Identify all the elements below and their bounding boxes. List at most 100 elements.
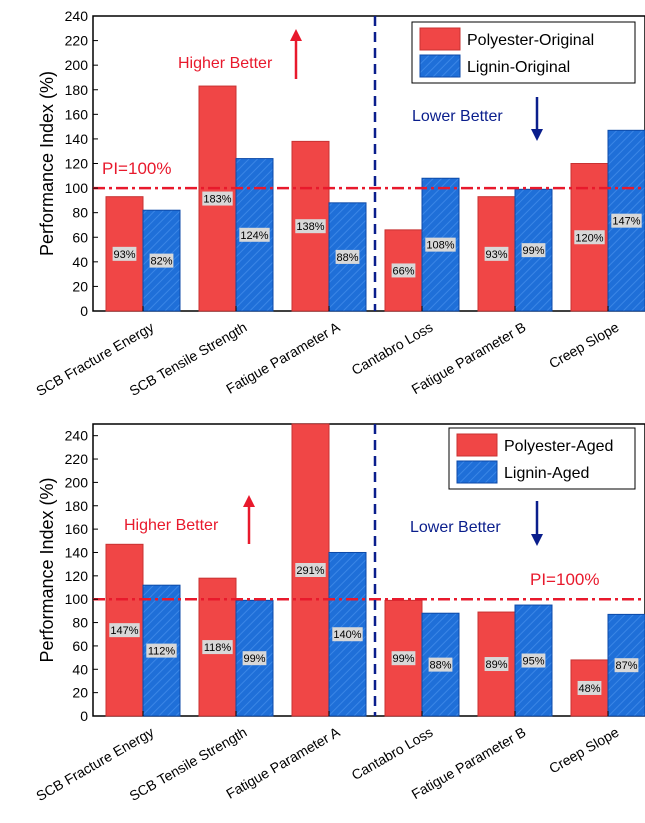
data-label: 147%: [612, 216, 640, 228]
data-label: 95%: [522, 656, 544, 668]
data-label: 99%: [392, 653, 414, 665]
y-tick-label: 200: [65, 474, 89, 490]
data-label: 66%: [392, 265, 414, 277]
y-tick-label: 100: [65, 180, 89, 196]
data-label: 88%: [336, 252, 358, 264]
chart-panel-aged: 147% 118% 291% 99% 89% 48% 112% 99% 140% 88% 95% 87…: [33, 423, 645, 804]
y-tick-label: 120: [65, 568, 89, 584]
x-category-label: Cantabro Loss: [349, 724, 436, 783]
y-tick-label: 0: [80, 708, 88, 724]
legend-swatch-series2: [419, 54, 461, 78]
legend-swatch-series2: [456, 460, 498, 484]
legend-label: Polyester-Original: [467, 32, 594, 49]
data-label: 48%: [578, 683, 600, 695]
reference-line-label: PI=100%: [102, 159, 171, 178]
lower-better-label: Lower Better: [410, 519, 501, 536]
data-label: 99%: [243, 653, 265, 665]
up-arrow-icon: [243, 495, 255, 507]
y-tick-label: 60: [72, 638, 88, 654]
y-tick-label: 40: [72, 254, 88, 270]
data-label: 291%: [296, 565, 324, 577]
data-label-bg: [391, 651, 416, 666]
data-label-bg: [335, 249, 360, 264]
data-label-bg: [332, 627, 363, 642]
reference-line-label: PI=100%: [530, 570, 599, 589]
data-label-bg: [425, 237, 456, 252]
y-tick-label: 20: [72, 685, 88, 701]
y-tick-label: 120: [65, 156, 89, 172]
legend-label: Lignin-Original: [467, 59, 570, 76]
y-tick-label: 40: [72, 661, 88, 677]
legend-swatch-series1: [419, 27, 461, 51]
chart-panel-original: 93% 183% 138% 66% 93% 120% 82% 124% 88% 108% 99% 14…: [33, 8, 645, 399]
y-tick-label: 240: [65, 8, 89, 24]
lower-better-label: Lower Better: [412, 108, 503, 125]
data-label-bg: [112, 246, 137, 261]
data-label-bg: [521, 653, 546, 668]
data-label: 138%: [296, 221, 324, 233]
data-label: 183%: [203, 194, 231, 206]
data-label: 140%: [333, 629, 361, 641]
data-label: 87%: [615, 660, 637, 672]
data-label-bg: [149, 253, 174, 268]
data-label-bg: [574, 230, 605, 245]
higher-better-label: Higher Better: [124, 517, 219, 534]
plot-frame: [92, 423, 645, 717]
down-arrow-icon: [531, 534, 543, 546]
y-tick-label: 180: [65, 498, 89, 514]
legend-label: Lignin-Aged: [504, 465, 589, 482]
data-label: 99%: [522, 245, 544, 257]
higher-better-label: Higher Better: [178, 55, 273, 72]
data-label: 93%: [485, 249, 507, 261]
y-tick-label: 80: [72, 615, 88, 631]
y-tick-label: 160: [65, 106, 89, 122]
data-label: 89%: [485, 659, 507, 671]
y-tick-label: 20: [72, 278, 88, 294]
y-tick-label: 140: [65, 544, 89, 560]
y-tick-label: 180: [65, 82, 89, 98]
legend: Polyester-Aged Lignin-Aged: [448, 427, 636, 490]
y-axis-title: Performance Index (%): [37, 71, 57, 256]
data-label: 112%: [148, 646, 176, 658]
y-tick-label: 220: [65, 33, 89, 49]
y-tick-label: 60: [72, 229, 88, 245]
y-tick-label: 160: [65, 521, 89, 537]
y-tick-label: 100: [65, 591, 89, 607]
up-arrow-icon: [290, 29, 302, 41]
x-category-label: Cantabro Loss: [349, 319, 436, 378]
data-label: 118%: [204, 642, 232, 654]
data-label-bg: [202, 191, 233, 206]
y-tick-label: 140: [65, 131, 89, 147]
y-tick-label: 220: [65, 451, 89, 467]
data-label-bg: [391, 263, 416, 278]
x-category-label: Creep Slope: [546, 724, 622, 777]
x-category-label: Creep Slope: [546, 319, 622, 372]
data-label-bg: [146, 643, 177, 658]
data-label-bg: [202, 640, 233, 655]
legend-label: Polyester-Aged: [504, 438, 613, 455]
legend: Polyester-Original Lignin-Original: [411, 21, 636, 84]
data-label-bg: [484, 246, 509, 261]
legend-swatch-series1: [456, 433, 498, 457]
data-label-bg: [109, 623, 140, 638]
data-label-bg: [611, 213, 642, 228]
data-label-bg: [242, 651, 267, 666]
data-label: 124%: [240, 230, 268, 242]
data-label-bg: [484, 657, 509, 672]
data-label-bg: [577, 680, 602, 695]
y-tick-label: 200: [65, 57, 89, 73]
y-tick-label: 240: [65, 428, 89, 444]
data-label-bg: [521, 243, 546, 258]
data-label: 120%: [575, 232, 603, 244]
data-label: 93%: [113, 249, 135, 261]
data-label-bg: [239, 227, 270, 242]
y-axis-title: Performance Index (%): [37, 477, 57, 662]
data-label-bg: [614, 658, 639, 673]
data-label: 108%: [426, 240, 454, 252]
data-label-bg: [295, 563, 326, 577]
down-arrow-icon: [531, 129, 543, 141]
y-tick-label: 80: [72, 205, 88, 221]
y-tick-label: 0: [80, 303, 88, 319]
data-label: 147%: [110, 625, 138, 637]
